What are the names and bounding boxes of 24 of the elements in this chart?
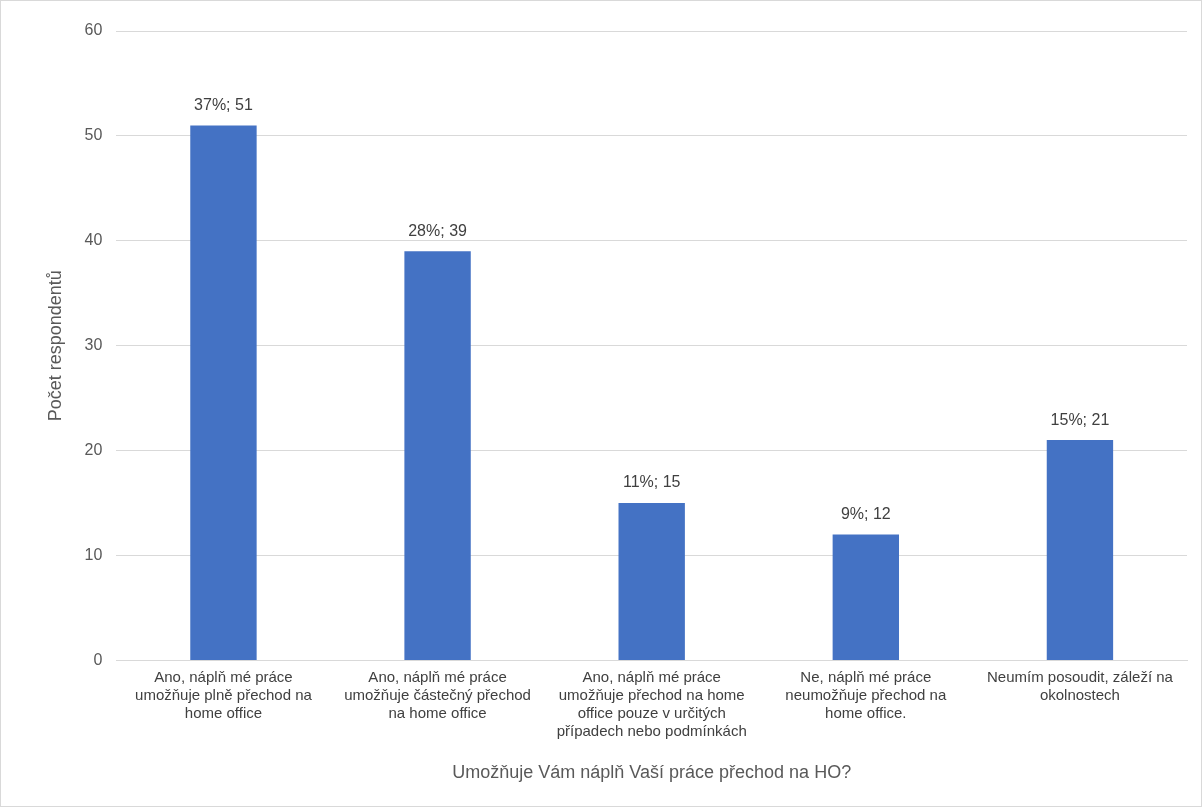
x-tick-label: Ano, náplň mé práce umožňuje přechod na home office pouze v určitých případech nebo podmínkách (556, 667, 747, 739)
data-label: 11%; 15 (622, 473, 681, 491)
y-tick-label: 20 (84, 441, 103, 459)
data-label: 28%; 39 (408, 221, 468, 239)
bar (404, 251, 471, 660)
data-label: 15%; 21 (1050, 410, 1110, 428)
y-tick-label: 10 (84, 545, 103, 563)
y-tick-label: 50 (84, 126, 103, 144)
x-tick-label: Ano, náplň mé práce umožňuje částečný přechod na home office (344, 667, 531, 721)
data-label: 9%; 12 (840, 504, 891, 522)
y-tick-label: 60 (84, 21, 103, 39)
bar (1046, 440, 1114, 660)
bar (190, 125, 257, 660)
bar (618, 503, 685, 660)
y-tick-label: 0 (93, 650, 103, 668)
y-axis-title: Počet respondentů (44, 270, 65, 422)
y-tick-label: 30 (84, 336, 103, 354)
x-axis-title: Umožňuje Vám náplň Vaší práce přechod na HO? (452, 762, 852, 783)
y-tick-label: 40 (84, 231, 103, 249)
x-tick-label: Neumím posoudit, záleží na okolnostech (986, 667, 1174, 703)
x-tick-label: Ne, náplň mé práce neumožňuje přechod na home office. (785, 667, 947, 721)
bar (832, 534, 900, 660)
data-label: 37%; 51 (194, 95, 253, 113)
x-tick-label: Ano, náplň mé práce umožňuje plně přechod na home office (135, 667, 313, 721)
